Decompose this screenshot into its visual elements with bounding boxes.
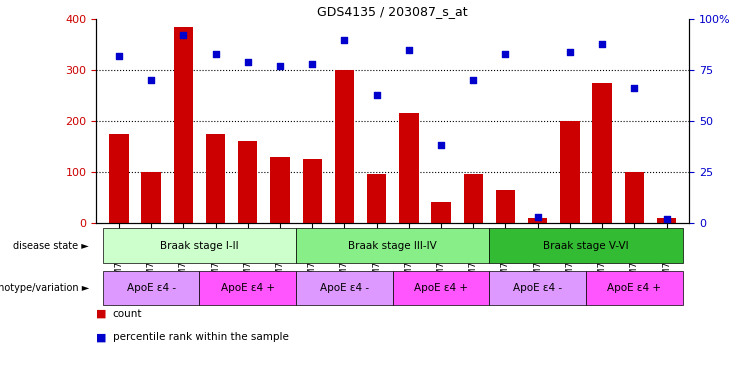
Bar	[393, 271, 489, 305]
Bar	[238, 141, 257, 223]
Bar	[296, 228, 489, 263]
Text: count: count	[113, 309, 142, 319]
Bar	[528, 218, 548, 223]
Bar	[173, 27, 193, 223]
Point	[435, 142, 447, 149]
Bar	[302, 159, 322, 223]
Text: ApoE ε4 -: ApoE ε4 -	[127, 283, 176, 293]
Bar	[109, 134, 128, 223]
Point	[370, 91, 382, 98]
Text: ApoE ε4 +: ApoE ε4 +	[608, 283, 662, 293]
Title: GDS4135 / 203087_s_at: GDS4135 / 203087_s_at	[317, 5, 468, 18]
Point	[145, 77, 157, 83]
Point	[339, 36, 350, 43]
Point	[532, 214, 544, 220]
Bar	[593, 83, 612, 223]
Bar	[296, 271, 393, 305]
Text: Braak stage V-VI: Braak stage V-VI	[543, 241, 629, 251]
Text: ■: ■	[96, 332, 110, 342]
Point	[468, 77, 479, 83]
Point	[499, 51, 511, 57]
Point	[597, 41, 608, 47]
Bar	[496, 190, 515, 223]
Bar	[206, 134, 225, 223]
Bar	[431, 202, 451, 223]
Point	[403, 47, 415, 53]
Bar	[103, 228, 296, 263]
Text: ApoE ε4 +: ApoE ε4 +	[221, 283, 275, 293]
Point	[242, 59, 253, 65]
Bar	[199, 271, 296, 305]
Bar	[103, 271, 199, 305]
Text: Braak stage III-IV: Braak stage III-IV	[348, 241, 437, 251]
Point	[628, 85, 640, 91]
Bar	[464, 174, 483, 223]
Point	[274, 63, 286, 69]
Text: percentile rank within the sample: percentile rank within the sample	[113, 332, 288, 342]
Text: ■: ■	[96, 309, 110, 319]
Bar	[270, 157, 290, 223]
Point	[210, 51, 222, 57]
Text: ApoE ε4 +: ApoE ε4 +	[414, 283, 468, 293]
Text: disease state ►: disease state ►	[13, 241, 89, 251]
Bar	[489, 228, 682, 263]
Point	[564, 49, 576, 55]
Bar	[625, 172, 644, 223]
Point	[306, 61, 318, 67]
Point	[177, 32, 189, 38]
Bar	[586, 271, 682, 305]
Point	[113, 53, 124, 59]
Bar	[367, 174, 386, 223]
Point	[661, 215, 673, 222]
Bar	[335, 70, 354, 223]
Bar	[399, 113, 419, 223]
Bar	[489, 271, 586, 305]
Text: genotype/variation ►: genotype/variation ►	[0, 283, 89, 293]
Text: Braak stage I-II: Braak stage I-II	[160, 241, 239, 251]
Bar	[560, 121, 579, 223]
Bar	[142, 172, 161, 223]
Text: ApoE ε4 -: ApoE ε4 -	[514, 283, 562, 293]
Bar	[657, 218, 677, 223]
Text: ApoE ε4 -: ApoE ε4 -	[320, 283, 369, 293]
